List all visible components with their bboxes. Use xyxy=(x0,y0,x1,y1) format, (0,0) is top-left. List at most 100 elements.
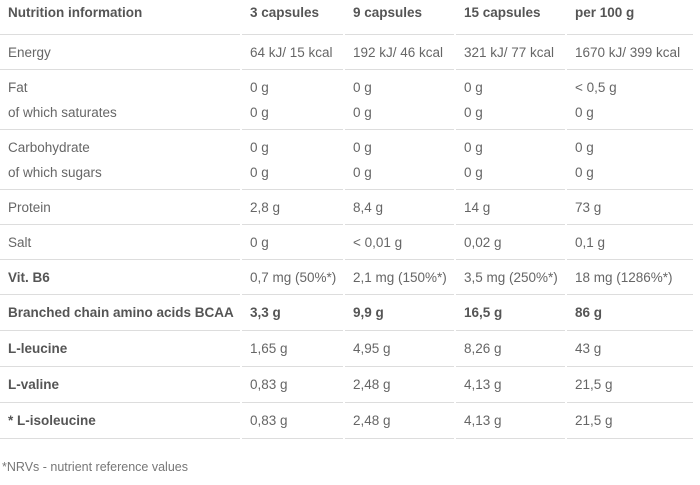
table-cell: 0 g 0 g xyxy=(456,130,565,190)
cell-value: 2,48 g xyxy=(353,377,391,392)
cell-value: Protein xyxy=(8,199,51,215)
cell-value: 18 mg (1286%*) xyxy=(575,269,673,285)
cell-subvalue: 0 g xyxy=(353,164,372,180)
cell-value: 3,3 g xyxy=(250,305,281,320)
cell-value: Carbohydrate xyxy=(8,139,90,155)
cell-subvalue: 0 g xyxy=(250,164,269,180)
table-cell: 0 g xyxy=(242,225,343,260)
table-cell: 0 g 0 g xyxy=(456,70,565,130)
table-cell: L-valine xyxy=(0,367,240,403)
table-header-row: Nutrition information 3 capsules 9 capsu… xyxy=(0,0,693,35)
cell-value: 0 g xyxy=(353,79,372,95)
table-cell: Salt xyxy=(0,225,240,260)
table-cell: Branched chain amino acids BCAA xyxy=(0,295,240,331)
table-cell: Protein xyxy=(0,190,240,225)
cell-subvalue: 0 g xyxy=(575,164,594,180)
cell-value: 0 g xyxy=(464,139,483,155)
cell-value: 4,13 g xyxy=(464,377,502,392)
footnote: *NRVs - nutrient reference values xyxy=(2,460,188,474)
cell-value: 9,9 g xyxy=(353,305,384,320)
table-cell: Fat of which saturates xyxy=(0,70,240,130)
cell-value: 21,5 g xyxy=(575,377,613,392)
cell-value: < 0,01 g xyxy=(353,234,403,250)
table-cell: 18 mg (1286%*) xyxy=(567,260,693,295)
table-cell: 86 g xyxy=(567,295,693,331)
table-cell: 9,9 g xyxy=(345,295,454,331)
cell-value: 0 g xyxy=(353,139,372,155)
cell-value: 21,5 g xyxy=(575,413,613,428)
table-cell: 2,48 g xyxy=(345,367,454,403)
header-cell: 3 capsules xyxy=(242,0,343,35)
table-cell: 0,02 g xyxy=(456,225,565,260)
table-cell: 3,5 mg (250%*) xyxy=(456,260,565,295)
table-cell: 2,48 g xyxy=(345,403,454,439)
header-cell: Nutrition information xyxy=(0,0,240,35)
table-cell: 0 g 0 g xyxy=(242,130,343,190)
cell-subvalue: of which sugars xyxy=(8,164,102,180)
table-cell: < 0,01 g xyxy=(345,225,454,260)
table-cell: Carbohydrate of which sugars xyxy=(0,130,240,190)
cell-value: L-valine xyxy=(8,377,60,392)
cell-value: Fat xyxy=(8,79,28,95)
table-row: Carbohydrate of which sugars 0 g 0 g 0 g 0 g 0… xyxy=(0,130,693,190)
cell-value: 4,95 g xyxy=(353,341,391,356)
table-row: Branched chain amino acids BCAA 3,3 g 9,9 … xyxy=(0,295,693,331)
header-cell: 15 capsules xyxy=(456,0,565,35)
table-cell: Energy xyxy=(0,35,240,70)
table-cell: 1,65 g xyxy=(242,331,343,367)
table-cell: L-leucine xyxy=(0,331,240,367)
cell-value: 14 g xyxy=(464,199,491,215)
table-cell: 3,3 g xyxy=(242,295,343,331)
cell-value: 0 g xyxy=(250,234,269,250)
table-row: Energy 64 kJ/ 15 kcal 192 kJ/ 46 kcal 321 k… xyxy=(0,35,693,70)
cell-value: 192 kJ/ 46 kcal xyxy=(353,44,444,60)
cell-value: 2,48 g xyxy=(353,413,391,428)
table-cell: 73 g xyxy=(567,190,693,225)
table-cell: 0 g 0 g xyxy=(242,70,343,130)
cell-value: Vit. B6 xyxy=(8,269,50,285)
cell-value: * L-isoleucine xyxy=(8,413,96,428)
table-row: * L-isoleucine 0,83 g 2,48 g 4,13 g 21,5 g xyxy=(0,403,693,439)
cell-value: L-leucine xyxy=(8,341,68,356)
table-cell: 321 kJ/ 77 kcal xyxy=(456,35,565,70)
cell-value: 0 g xyxy=(250,139,269,155)
cell-value: Salt xyxy=(8,234,32,250)
table-cell: Vit. B6 xyxy=(0,260,240,295)
cell-value: 73 g xyxy=(575,199,602,215)
table-cell: 192 kJ/ 46 kcal xyxy=(345,35,454,70)
table-row: Protein 2,8 g 8,4 g 14 g 73 g xyxy=(0,190,693,225)
table-cell: 8,26 g xyxy=(456,331,565,367)
cell-subvalue: 0 g xyxy=(250,104,269,120)
table-cell: < 0,5 g 0 g xyxy=(567,70,693,130)
table-cell: 14 g xyxy=(456,190,565,225)
cell-value: 0,02 g xyxy=(464,234,502,250)
table-cell: 0,1 g xyxy=(567,225,693,260)
cell-value: 321 kJ/ 77 kcal xyxy=(464,44,555,60)
table-cell: 21,5 g xyxy=(567,403,693,439)
table-cell: 43 g xyxy=(567,331,693,367)
cell-value: 86 g xyxy=(575,305,603,320)
table-cell: 1670 kJ/ 399 kcal xyxy=(567,35,693,70)
cell-value: 64 kJ/ 15 kcal xyxy=(250,44,333,60)
table-cell: 2,8 g xyxy=(242,190,343,225)
cell-value: 1670 kJ/ 399 kcal xyxy=(575,44,681,60)
cell-value: 2,1 mg (150%*) xyxy=(353,269,447,285)
table-cell: 0,83 g xyxy=(242,367,343,403)
cell-value: 2,8 g xyxy=(250,199,281,215)
cell-value: 8,26 g xyxy=(464,341,502,356)
header-cell: per 100 g xyxy=(567,0,693,35)
cell-value: 0,7 mg (50%*) xyxy=(250,269,337,285)
table-cell: 4,13 g xyxy=(456,367,565,403)
table-cell: 8,4 g xyxy=(345,190,454,225)
cell-subvalue: 0 g xyxy=(464,104,483,120)
table-cell: 16,5 g xyxy=(456,295,565,331)
table-row: L-leucine 1,65 g 4,95 g 8,26 g 43 g xyxy=(0,331,693,367)
cell-value: 3,5 mg (250%*) xyxy=(464,269,558,285)
cell-subvalue: 0 g xyxy=(575,104,594,120)
cell-value: 4,13 g xyxy=(464,413,502,428)
cell-value: Branched chain amino acids BCAA xyxy=(8,305,234,320)
table-cell: 64 kJ/ 15 kcal xyxy=(242,35,343,70)
table-cell: * L-isoleucine xyxy=(0,403,240,439)
table-cell: 0 g 0 g xyxy=(345,70,454,130)
